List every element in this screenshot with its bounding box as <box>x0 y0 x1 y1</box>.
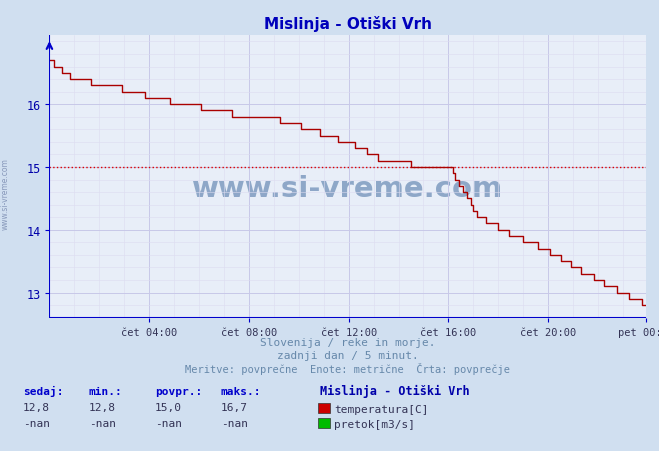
Text: 15,0: 15,0 <box>155 402 182 412</box>
Text: sedaj:: sedaj: <box>23 386 63 396</box>
Text: -nan: -nan <box>221 418 248 428</box>
Text: Slovenija / reke in morje.: Slovenija / reke in morje. <box>260 337 436 347</box>
Text: -nan: -nan <box>23 418 50 428</box>
Title: Mislinja - Otiški Vrh: Mislinja - Otiški Vrh <box>264 16 432 32</box>
Text: www.si-vreme.com: www.si-vreme.com <box>192 175 503 202</box>
Text: min.:: min.: <box>89 387 123 396</box>
Text: zadnji dan / 5 minut.: zadnji dan / 5 minut. <box>277 350 418 360</box>
Text: 12,8: 12,8 <box>89 402 116 412</box>
Text: temperatura[C]: temperatura[C] <box>334 404 428 414</box>
Text: www.si-vreme.com: www.si-vreme.com <box>1 158 10 230</box>
Text: maks.:: maks.: <box>221 387 261 396</box>
Text: Meritve: povprečne  Enote: metrične  Črta: povprečje: Meritve: povprečne Enote: metrične Črta:… <box>185 362 510 374</box>
Text: pretok[m3/s]: pretok[m3/s] <box>334 419 415 429</box>
Text: Mislinja - Otiški Vrh: Mislinja - Otiški Vrh <box>320 385 469 398</box>
Text: -nan: -nan <box>89 418 116 428</box>
Text: -nan: -nan <box>155 418 182 428</box>
Text: 12,8: 12,8 <box>23 402 50 412</box>
Text: 16,7: 16,7 <box>221 402 248 412</box>
Text: povpr.:: povpr.: <box>155 387 202 396</box>
